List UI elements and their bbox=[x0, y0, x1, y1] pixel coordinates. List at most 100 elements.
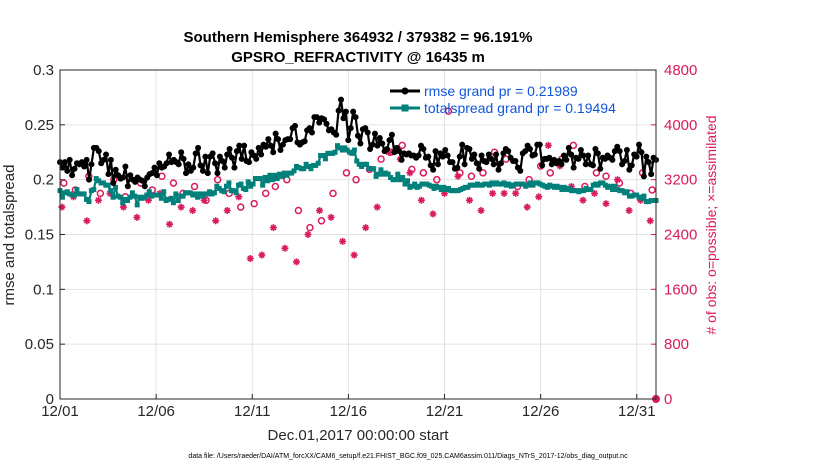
chart-title: Southern Hemisphere 364932 / 379382 = 96… bbox=[184, 29, 533, 46]
obs-assimilated-stroke bbox=[374, 204, 381, 211]
rmse-point bbox=[490, 161, 497, 168]
rmse-point bbox=[219, 158, 226, 165]
rmse-point bbox=[236, 142, 243, 149]
rmse-point bbox=[221, 164, 228, 171]
totalspread-point bbox=[378, 167, 384, 173]
obs-assimilated-marker bbox=[304, 231, 312, 238]
rmse-point bbox=[333, 131, 340, 138]
obs-assimilated-marker bbox=[544, 141, 552, 149]
obs-possible-marker bbox=[317, 217, 326, 225]
rmse-point bbox=[275, 136, 282, 143]
totalspread-point bbox=[267, 172, 273, 178]
legend-rmse-label: rmse grand pr = 0.21989 bbox=[424, 83, 578, 99]
obs-assimilated-stroke bbox=[201, 197, 208, 204]
rmse-point bbox=[262, 143, 269, 150]
rmse-point bbox=[374, 142, 381, 149]
obs-assimilated-stroke bbox=[489, 190, 496, 197]
rmse-point bbox=[345, 137, 352, 144]
rmse-point bbox=[628, 162, 635, 169]
totalspread-point bbox=[91, 187, 97, 193]
rmse-point bbox=[471, 151, 478, 158]
grid bbox=[59, 69, 656, 400]
obs-assimilated-marker bbox=[477, 207, 485, 215]
totalspread-point bbox=[156, 192, 162, 198]
obs-assimilated-stroke bbox=[591, 190, 598, 197]
rmse-point bbox=[636, 141, 643, 148]
obs-possible-marker bbox=[444, 107, 453, 115]
obs-possible-marker bbox=[602, 172, 610, 180]
totalspread-point bbox=[192, 191, 198, 197]
rmse-point bbox=[88, 161, 95, 168]
rmse-point bbox=[204, 170, 211, 177]
rmse-point bbox=[233, 148, 240, 155]
totalspread-point bbox=[86, 199, 92, 205]
obs-assimilated-stroke bbox=[602, 200, 610, 207]
rmse-point bbox=[609, 156, 616, 163]
obs-assimilated-marker bbox=[258, 251, 266, 259]
x-tick-label: 12/31 bbox=[618, 403, 656, 420]
rmse-point bbox=[119, 174, 126, 181]
totalspread-point bbox=[110, 194, 116, 200]
totalspread-point bbox=[127, 194, 133, 200]
totalspread-point bbox=[117, 194, 123, 200]
obs-assimilated-stroke bbox=[212, 217, 219, 224]
rmse-point bbox=[563, 156, 570, 163]
chart-subtitle: GPSRO_REFRACTIVITY @ 16435 m bbox=[231, 49, 485, 66]
obs-possible-marker bbox=[648, 186, 656, 194]
totalspread-point bbox=[161, 189, 167, 195]
y-right-tick-label: 1600 bbox=[664, 281, 697, 298]
totalspread-point bbox=[371, 166, 377, 172]
rmse-point bbox=[182, 170, 189, 177]
totalspread-point bbox=[385, 171, 391, 177]
obs-assimilated-marker bbox=[362, 224, 370, 232]
rmse-point bbox=[565, 144, 572, 151]
rmse-point bbox=[512, 158, 519, 165]
obs-assimilated-stroke bbox=[466, 197, 473, 204]
rmse-point bbox=[81, 163, 88, 170]
x-axis-label: Dec.01,2017 00:00:00 start bbox=[268, 427, 450, 444]
totalspread-point bbox=[180, 193, 186, 199]
x-ticks: 12/01 12/06 12/11 12/16 12/21 12/26 12/31 bbox=[41, 394, 656, 420]
rmse-point bbox=[301, 138, 308, 145]
obs-possible-marker bbox=[467, 172, 476, 180]
obs-assimilated-stroke bbox=[281, 245, 288, 252]
rmse-point bbox=[238, 155, 245, 162]
totalspread-point bbox=[238, 181, 244, 187]
rmse-point bbox=[71, 165, 78, 172]
obs-assimilated-stroke bbox=[545, 142, 552, 149]
totalspread-point bbox=[257, 176, 263, 182]
rmse-point bbox=[456, 153, 463, 160]
rmse-point bbox=[105, 171, 112, 178]
rmse-point bbox=[454, 164, 461, 171]
footer-datafile: data file: /Users/raeder/DAI/ATM_forcXX/… bbox=[188, 453, 628, 460]
rmse-point bbox=[398, 156, 405, 163]
rmse-point bbox=[107, 156, 114, 163]
totalspread-point bbox=[250, 181, 256, 187]
obs-assimilated-stroke bbox=[406, 169, 413, 176]
rmse-point bbox=[626, 166, 633, 173]
rmse-point bbox=[149, 170, 156, 177]
totalspread-point bbox=[262, 174, 268, 180]
totalspread-point bbox=[71, 192, 77, 198]
obs-assimilated-marker bbox=[189, 207, 197, 215]
rmse-point bbox=[388, 131, 395, 138]
rmse-point bbox=[355, 132, 361, 139]
obs-assimilated-marker bbox=[133, 213, 141, 221]
obs-assimilated-marker bbox=[339, 237, 347, 245]
obs-assimilated-stroke bbox=[512, 190, 519, 197]
totalspread-point bbox=[412, 181, 418, 187]
totalspread-point bbox=[226, 180, 232, 186]
rmse-point bbox=[357, 140, 364, 147]
obs-assimilated-stroke bbox=[258, 252, 265, 259]
obs-assimilated-marker bbox=[373, 203, 381, 211]
obs-assimilated-marker bbox=[350, 251, 358, 259]
obs-assimilated-stroke bbox=[166, 221, 173, 228]
totalspread-point bbox=[245, 179, 251, 185]
obs-possible-marker bbox=[329, 189, 337, 198]
totalspread-point bbox=[610, 187, 616, 193]
rmse-point bbox=[175, 161, 182, 168]
obs-assimilated-marker bbox=[579, 196, 587, 204]
rmse-point bbox=[473, 160, 480, 167]
rmse-point bbox=[640, 173, 647, 180]
